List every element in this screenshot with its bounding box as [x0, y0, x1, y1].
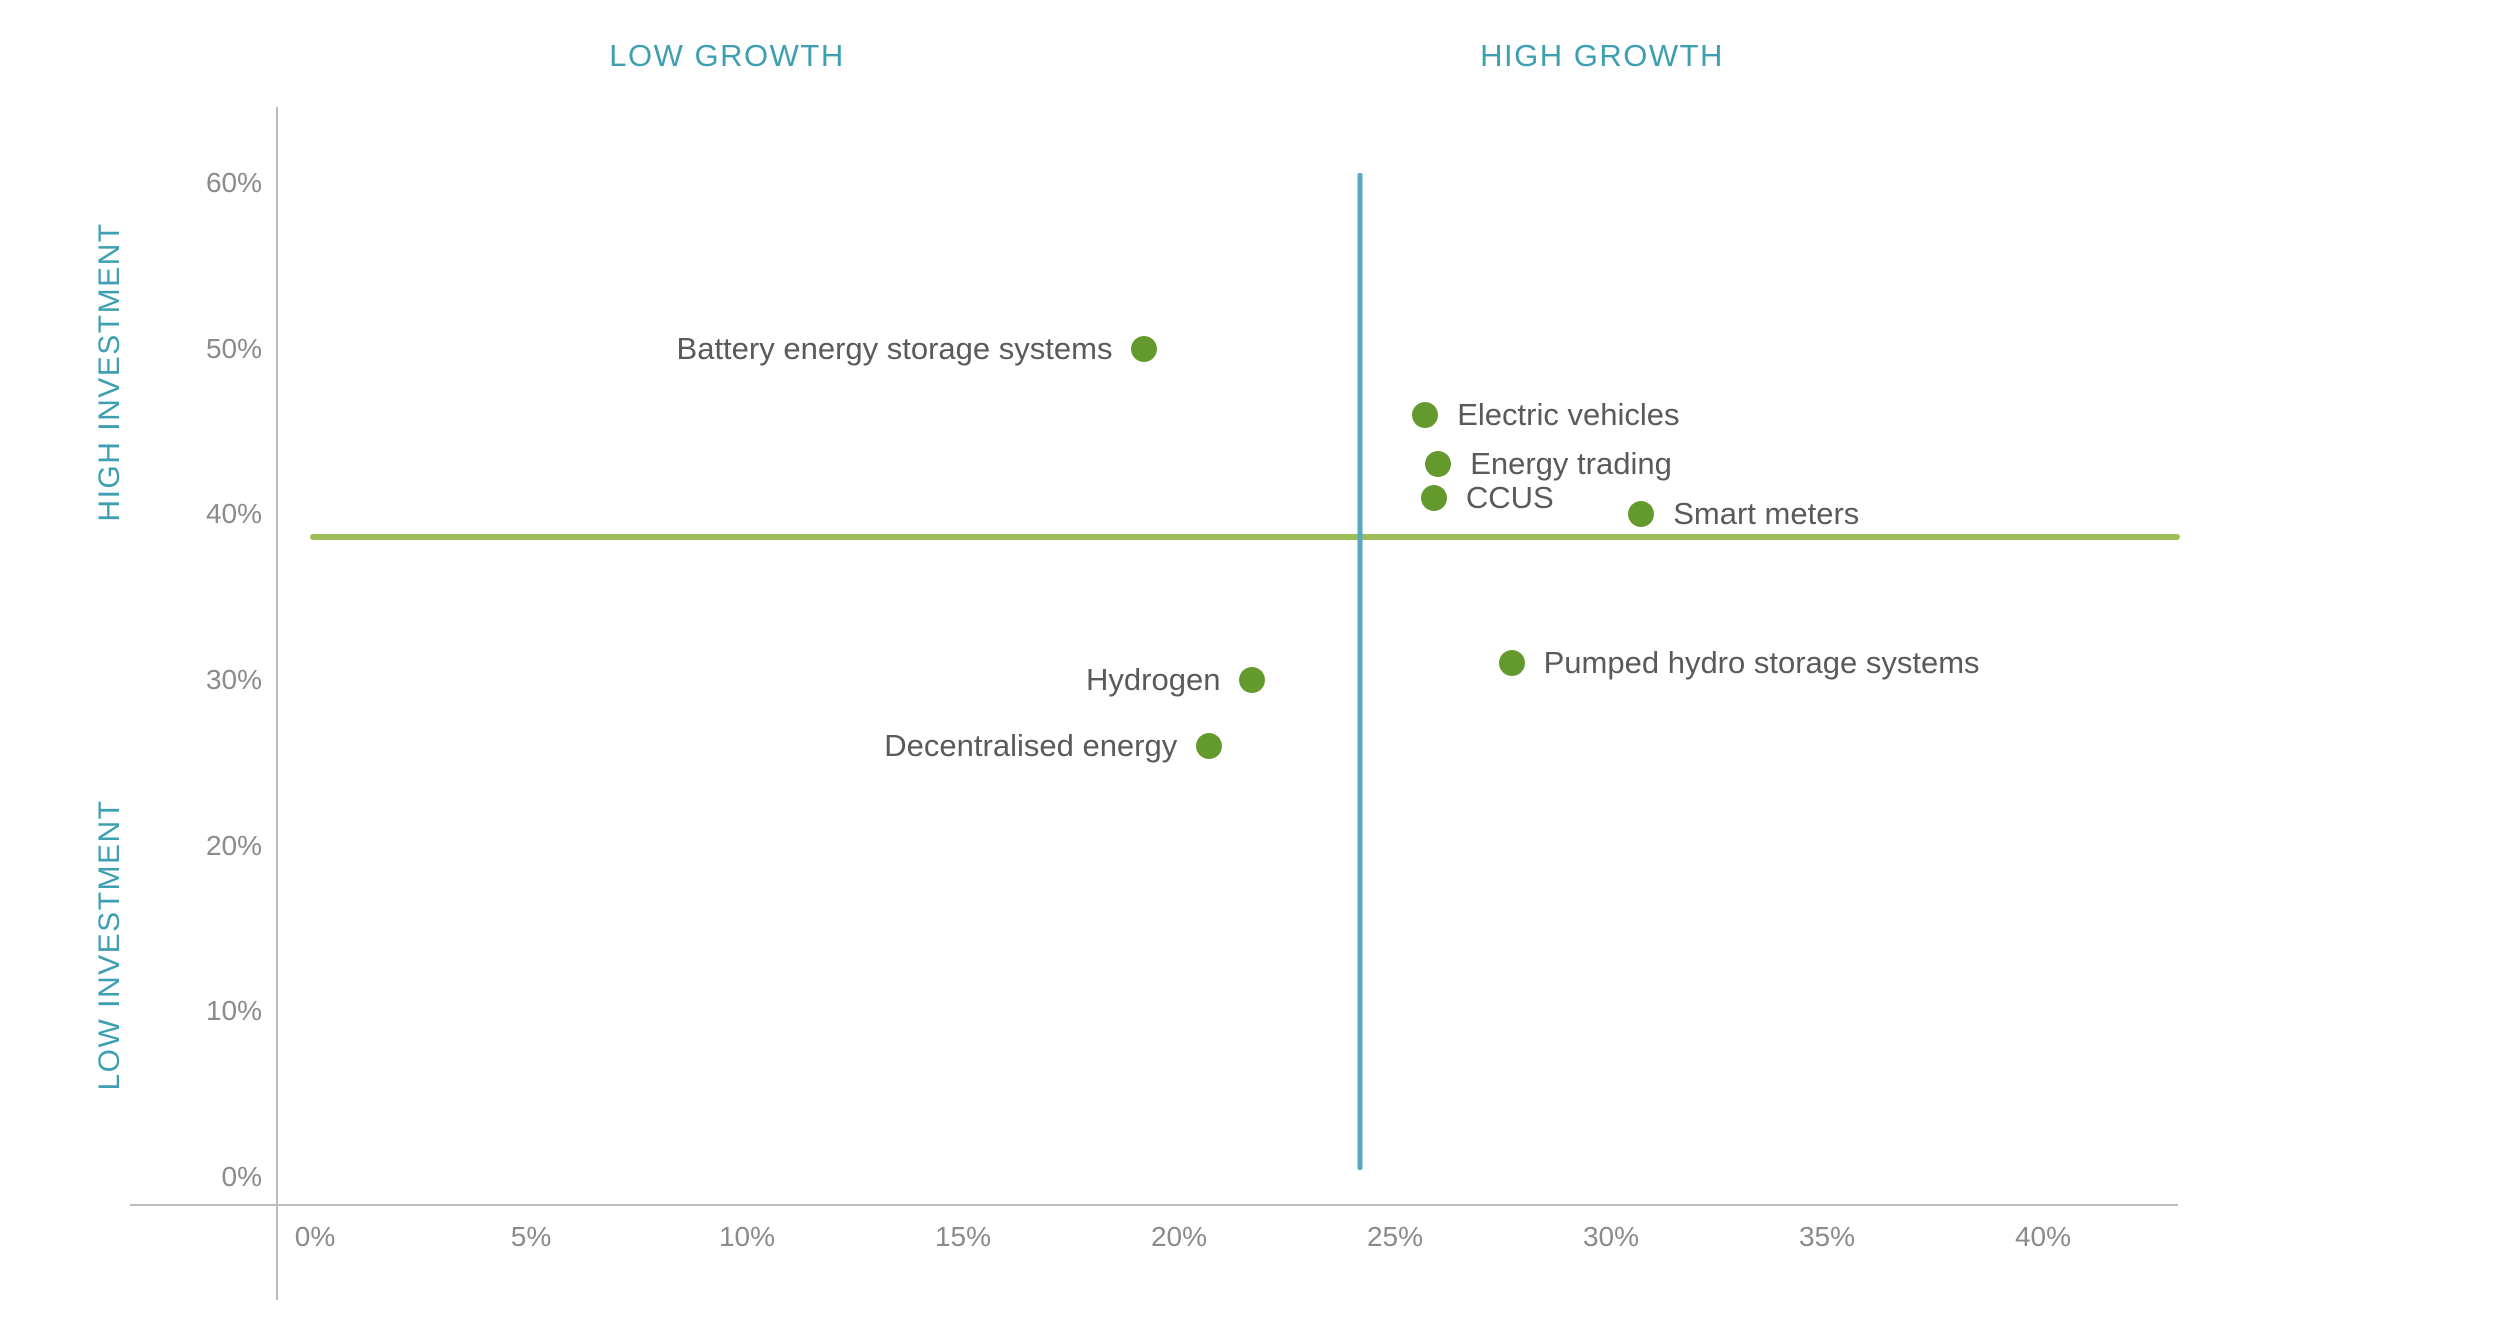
y-tick-label-30: 30% — [205, 663, 262, 695]
investment-threshold-line — [310, 534, 2180, 541]
x-tick-label-30: 30% — [1582, 1221, 1640, 1252]
data-point-label-ccus: CCUS — [1465, 479, 1554, 515]
y-tick-label-40: 40% — [205, 498, 262, 530]
x-tick-label-25: 25% — [1366, 1221, 1424, 1252]
data-point-ccus — [1420, 484, 1447, 511]
y-axis-line — [276, 107, 278, 1300]
data-point-pumped-hydro-storage-systems — [1498, 650, 1525, 677]
x-tick-label-10: 10% — [718, 1221, 776, 1252]
x-axis-line — [130, 1204, 2178, 1206]
x-tick-label-0: 0% — [294, 1221, 336, 1252]
data-point-smart-meters — [1628, 501, 1655, 528]
y-tick-label-20: 20% — [205, 829, 262, 861]
data-point-energy-trading — [1425, 451, 1452, 478]
data-point-label-energy-trading: Energy trading — [1470, 446, 1672, 482]
data-point-electric-vehicles — [1412, 401, 1439, 428]
y-tick-label-0: 0% — [221, 1161, 262, 1192]
x-tick-label-35: 35% — [1798, 1221, 1856, 1252]
data-point-battery-energy-storage-systems — [1131, 335, 1158, 362]
data-point-label-electric-vehicles: Electric vehicles — [1457, 396, 1680, 432]
growth-threshold-line — [1357, 173, 1363, 1170]
y-tick-label-60: 60% — [205, 166, 262, 198]
data-point-label-decentralised-energy: Decentralised energy — [884, 728, 1178, 764]
data-point-decentralised-energy — [1196, 733, 1223, 760]
x-tick-label-5: 5% — [510, 1221, 552, 1252]
data-point-label-hydrogen: Hydrogen — [1086, 661, 1221, 697]
x-tick-label-20: 20% — [1150, 1221, 1208, 1252]
data-point-label-pumped-hydro-storage-systems: Pumped hydro storage systems — [1543, 645, 1980, 681]
x-tick-label-40: 40% — [2014, 1221, 2072, 1252]
data-point-label-smart-meters: Smart meters — [1673, 496, 1860, 532]
x-tick-label-15: 15% — [934, 1221, 992, 1252]
data-point-hydrogen — [1239, 666, 1266, 693]
y-tick-label-10: 10% — [205, 995, 262, 1027]
axis-label-high-investment: HIGH INVESTMENT — [93, 222, 126, 522]
data-point-label-battery-energy-storage-systems: Battery energy storage systems — [676, 330, 1113, 366]
quadrant-label-high-growth: HIGH GROWTH — [1480, 38, 1724, 73]
y-tick-label-50: 50% — [205, 332, 262, 364]
quadrant-label-low-growth: LOW GROWTH — [609, 38, 845, 73]
